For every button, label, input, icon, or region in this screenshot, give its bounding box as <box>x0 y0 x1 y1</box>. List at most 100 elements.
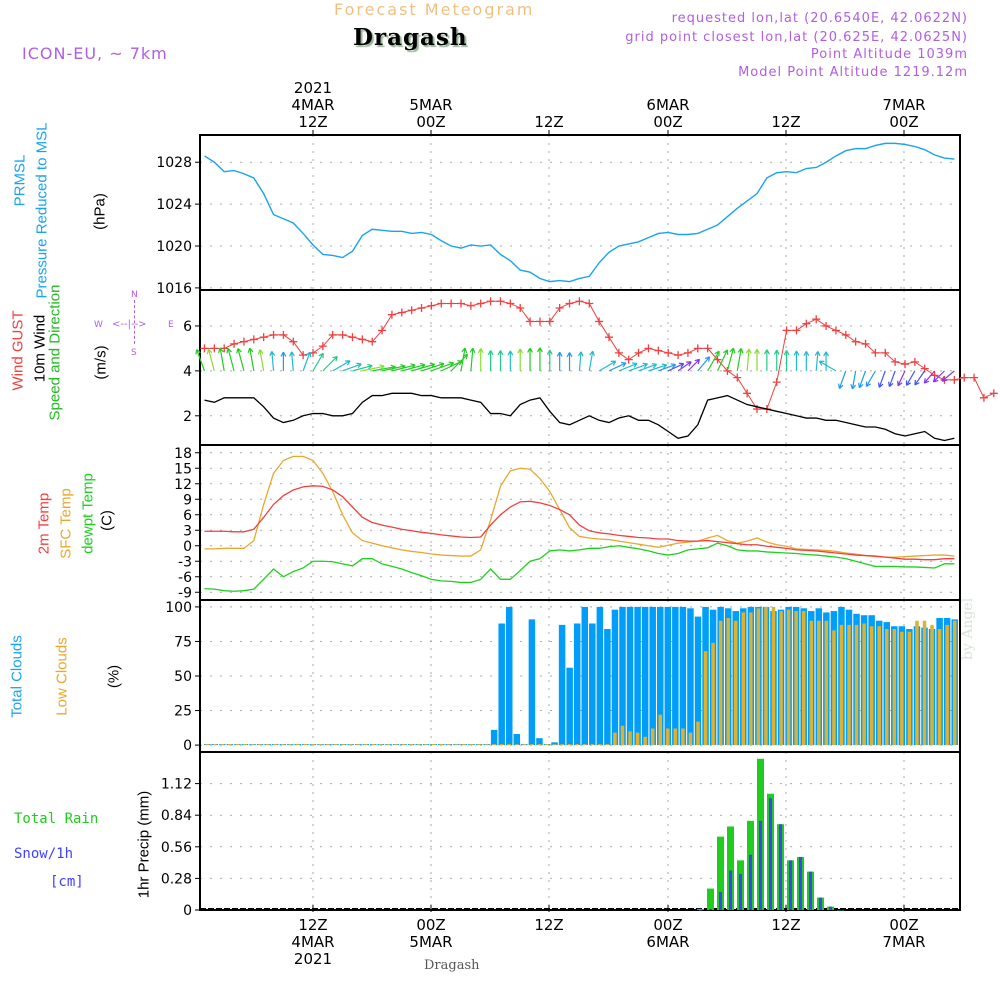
low-clouds-bar <box>386 744 391 746</box>
gust-marker <box>970 373 979 382</box>
low-clouds-bar <box>356 744 360 746</box>
gust-marker <box>279 330 288 339</box>
dewpt-temp-line <box>204 542 955 592</box>
wind-direction-arrow <box>460 347 468 371</box>
total-clouds-bar <box>649 606 656 746</box>
gust-marker <box>496 297 505 306</box>
wind-direction-arrow <box>218 347 225 371</box>
y-tick-label: 1028 <box>156 155 192 171</box>
low-clouds-bar <box>605 744 610 746</box>
snow-bar <box>739 873 742 910</box>
top-time-label: 12Z <box>298 113 327 131</box>
wind-direction-arrow <box>736 348 744 371</box>
gust-marker <box>605 333 613 342</box>
low-clouds-bar <box>409 744 413 746</box>
wind-direction-arrow <box>858 370 867 389</box>
low-clouds-bar <box>666 728 670 746</box>
bottom-time-label: 12Z <box>771 916 800 934</box>
wind-direction-arrow <box>507 350 514 371</box>
wind-direction-arrow <box>289 351 295 371</box>
snow-bar <box>759 820 762 910</box>
snow-bar <box>809 871 812 910</box>
low-clouds-bar <box>832 630 836 746</box>
compass-vertical-axis <box>134 300 136 344</box>
low-clouds-bar <box>515 744 519 746</box>
wind-direction-arrow <box>588 350 595 371</box>
total-clouds-bar <box>626 606 634 746</box>
low-clouds-bar <box>567 744 572 746</box>
compass-e: E <box>168 320 174 330</box>
gust-marker <box>703 344 712 353</box>
low-clouds-bar <box>454 744 459 746</box>
low-clouds-bar <box>650 728 655 746</box>
wind-direction-arrow <box>608 362 627 372</box>
wind-direction-arrow <box>658 363 677 372</box>
y-tick-label: 6 <box>183 508 192 524</box>
gust-marker <box>476 299 485 308</box>
wind-direction-arrow <box>687 358 701 372</box>
gust-marker <box>210 344 219 353</box>
gust-marker <box>792 326 801 335</box>
low-clouds-bar <box>258 744 262 746</box>
y-tick-label: -6 <box>178 570 192 586</box>
gust-marker <box>200 344 209 353</box>
gust-marker <box>318 342 327 351</box>
wind-direction-arrow <box>941 370 955 382</box>
total-clouds-bar <box>558 624 566 746</box>
wind-direction-arrow <box>312 352 324 372</box>
top-time-label: 4MAR <box>291 96 334 114</box>
model-altitude: Model Point Altitude 1219.12m <box>738 65 968 80</box>
snow-bar <box>749 854 752 910</box>
low-clouds-bar <box>930 624 934 746</box>
gust-marker <box>545 317 554 326</box>
total-clouds-bar <box>589 623 596 746</box>
low-clouds-bar <box>673 728 678 746</box>
location-title: Dragash <box>353 24 468 51</box>
gust-marker <box>585 299 594 308</box>
low-clouds-bar <box>922 620 927 746</box>
low-clouds-bar <box>771 606 776 746</box>
gust-marker <box>634 348 643 357</box>
total-clouds-bar <box>551 742 558 746</box>
gust-marker <box>506 299 515 308</box>
gust-marker <box>328 330 337 339</box>
low-clouds-bar <box>741 612 746 746</box>
gust-marker <box>861 339 870 348</box>
model-label: ICON-EU, ~ 7km <box>22 44 168 63</box>
low-clouds-bar <box>590 744 595 746</box>
wind-direction-arrow <box>577 351 584 371</box>
panel-4: 0 0.28 0.56 0.84 1.12 <box>161 751 961 919</box>
gust-marker <box>743 389 752 398</box>
low-clouds-bar <box>620 725 625 746</box>
snow-bar <box>799 856 802 910</box>
top-time-label: 00Z <box>653 113 682 131</box>
gust-marker <box>368 337 377 346</box>
low-clouds-bar <box>303 744 308 746</box>
gust-marker <box>575 297 584 306</box>
low-clouds-bar <box>243 744 247 746</box>
gust-marker <box>683 348 692 357</box>
low-clouds-bar <box>401 744 406 746</box>
snow-label: Snow/1h <box>14 846 74 862</box>
wind-direction-arrow <box>469 347 476 371</box>
bottom-time-label: 6MAR <box>646 933 689 951</box>
compass-n: N <box>131 290 138 300</box>
low-clouds-bar <box>613 732 617 746</box>
low-clouds-bar <box>628 731 632 746</box>
gust-marker <box>378 326 387 335</box>
snow-bar <box>719 891 722 910</box>
snow-bar <box>829 906 832 910</box>
wind-direction-arrow <box>322 355 338 372</box>
gust-marker <box>822 321 831 330</box>
y-tick-label: 0 <box>183 903 192 919</box>
gust-marker <box>812 315 821 324</box>
total-clouds-bar <box>634 606 641 746</box>
wind-direction-arrow <box>537 347 543 371</box>
y-tick-label: -3 <box>178 554 192 570</box>
low-clouds-bar <box>273 744 277 746</box>
wind-direction-arrow <box>477 348 484 371</box>
y-tick-label: 25 <box>174 704 192 720</box>
rain-bar <box>697 908 704 910</box>
wind-direction-arrow <box>754 348 760 371</box>
low-clouds-bar <box>643 736 647 746</box>
